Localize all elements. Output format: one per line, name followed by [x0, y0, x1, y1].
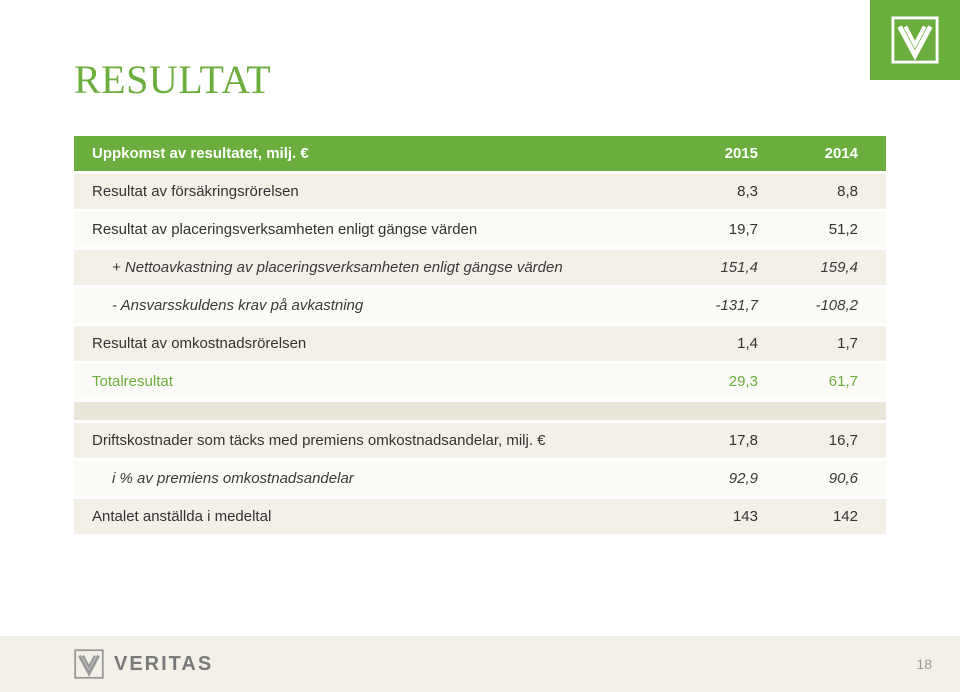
row-label: Driftskostnader som täcks med premiens o… [74, 423, 686, 458]
veritas-mark-icon [891, 16, 939, 64]
header-label: Uppkomst av resultatet, milj. € [74, 136, 686, 171]
row-value-2015: 143 [686, 499, 786, 534]
table-row: Resultat av omkostnadsrörelsen1,41,7 [74, 326, 886, 361]
table-row: Resultat av placeringsverksamheten enlig… [74, 212, 886, 247]
row-value-2015: 151,4 [686, 250, 786, 285]
table-row: Totalresultat29,361,7 [74, 364, 886, 399]
row-value-2014: 90,6 [786, 461, 886, 496]
row-value-2014: 61,7 [786, 364, 886, 399]
row-label: Resultat av försäkringsrörelsen [74, 174, 686, 209]
row-value-2015: -131,7 [686, 288, 786, 323]
table-row: Resultat av försäkringsrörelsen8,38,8 [74, 174, 886, 209]
result-table: Uppkomst av resultatet, milj. €20152014R… [74, 133, 886, 537]
veritas-mark-icon [74, 649, 104, 679]
table-header-row: Uppkomst av resultatet, milj. €20152014 [74, 136, 886, 171]
row-value-2015: 8,3 [686, 174, 786, 209]
row-value-2014: 159,4 [786, 250, 886, 285]
row-label: Totalresultat [74, 364, 686, 399]
row-value-2015: 17,8 [686, 423, 786, 458]
table-gap-row [74, 402, 886, 420]
row-label: - Ansvarsskuldens krav på avkastning [74, 288, 686, 323]
row-value-2014: 1,7 [786, 326, 886, 361]
row-value-2015: 1,4 [686, 326, 786, 361]
footer-bar: VERITAS 18 [0, 636, 960, 692]
row-value-2014: 16,7 [786, 423, 886, 458]
row-value-2015: 19,7 [686, 212, 786, 247]
footer-brand: VERITAS [74, 649, 213, 679]
row-value-2015: 29,3 [686, 364, 786, 399]
header-col-2014: 2014 [786, 136, 886, 171]
gap-cell [74, 402, 886, 420]
row-value-2015: 92,9 [686, 461, 786, 496]
slide-page: RESULTAT Uppkomst av resultatet, milj. €… [0, 0, 960, 692]
row-label: + Nettoavkastning av placeringsverksamhe… [74, 250, 686, 285]
row-label: Resultat av omkostnadsrörelsen [74, 326, 686, 361]
row-label: Resultat av placeringsverksamheten enlig… [74, 212, 686, 247]
row-label: i % av premiens omkostnadsandelar [74, 461, 686, 496]
table-row: Antalet anställda i medeltal143142 [74, 499, 886, 534]
table-row: - Ansvarsskuldens krav på avkastning-131… [74, 288, 886, 323]
table-row: Driftskostnader som täcks med premiens o… [74, 423, 886, 458]
table-row: i % av premiens omkostnadsandelar92,990,… [74, 461, 886, 496]
row-label: Antalet anställda i medeltal [74, 499, 686, 534]
page-title: RESULTAT [74, 56, 886, 103]
row-value-2014: -108,2 [786, 288, 886, 323]
header-col-2015: 2015 [686, 136, 786, 171]
content-area: RESULTAT Uppkomst av resultatet, milj. €… [74, 56, 886, 537]
row-value-2014: 8,8 [786, 174, 886, 209]
footer-brand-text: VERITAS [114, 653, 213, 676]
row-value-2014: 51,2 [786, 212, 886, 247]
table-row: + Nettoavkastning av placeringsverksamhe… [74, 250, 886, 285]
row-value-2014: 142 [786, 499, 886, 534]
page-number: 18 [916, 656, 932, 672]
